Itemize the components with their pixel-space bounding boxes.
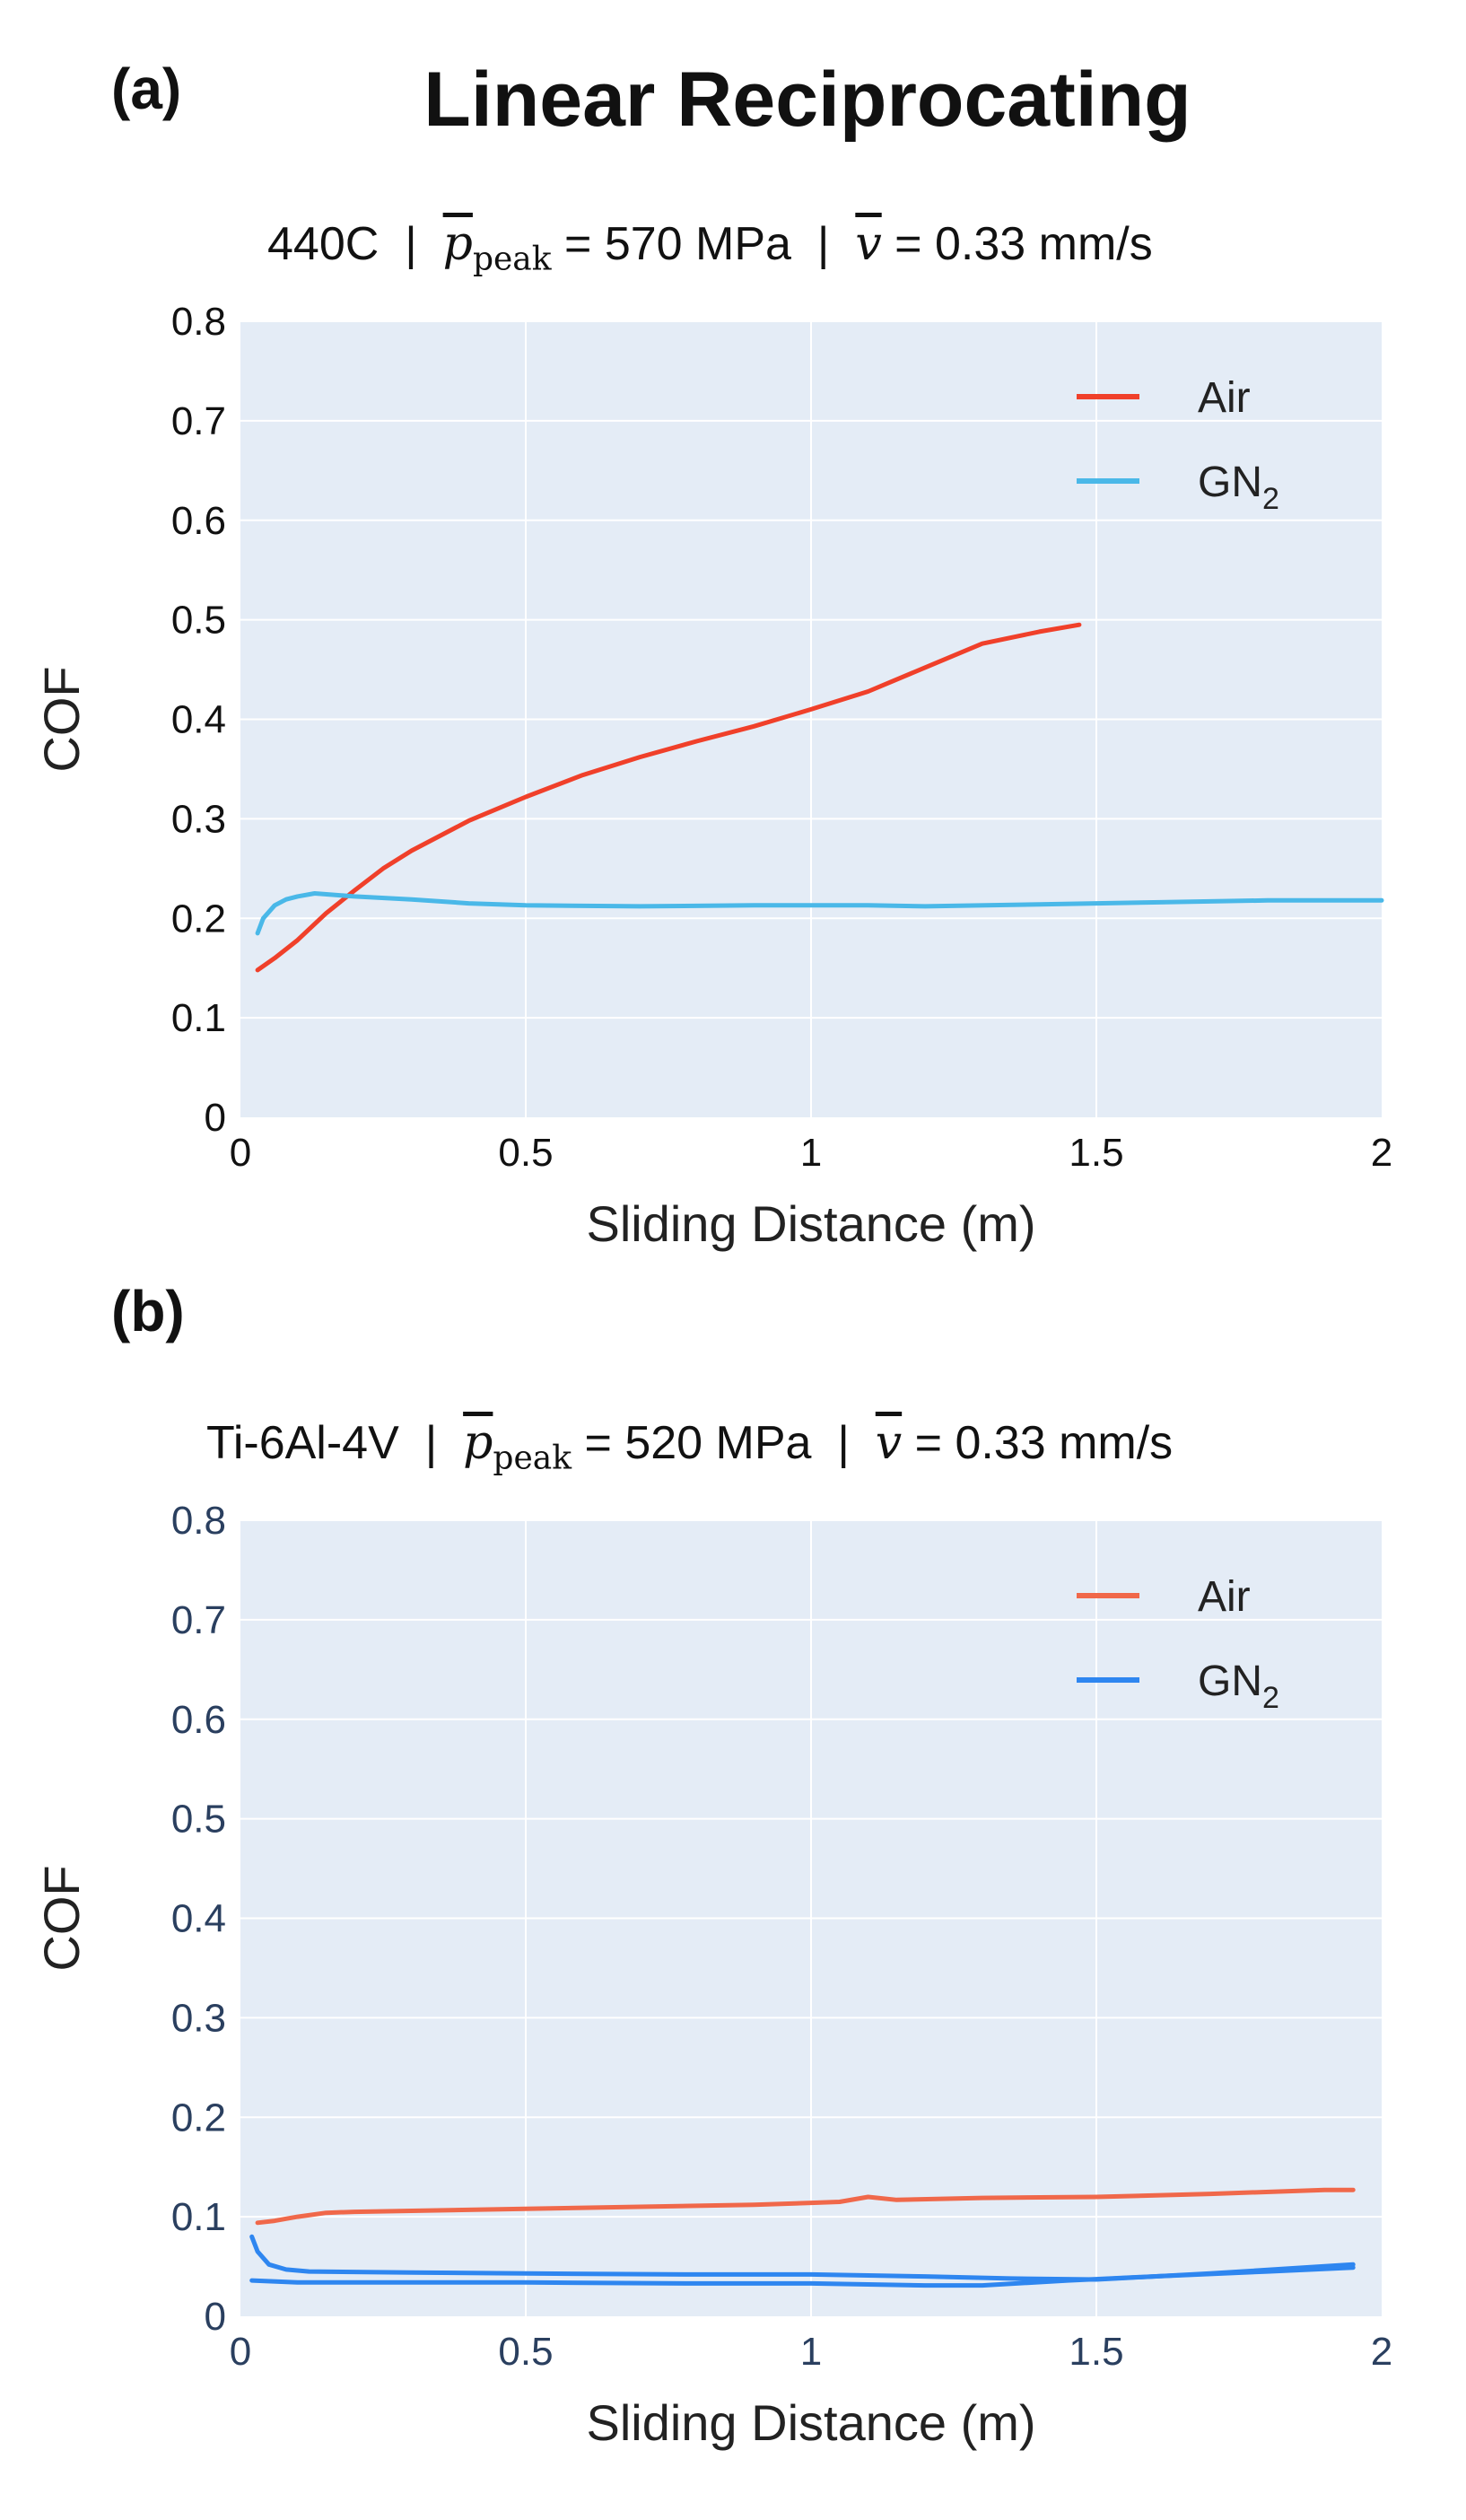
- series-line-0: [255, 2187, 1356, 2226]
- legend-label: Air: [1198, 1573, 1251, 1621]
- x-tick-label: 2: [1371, 1131, 1392, 1175]
- y-tick-label: 0.7: [171, 399, 226, 443]
- y-tick-label: 0.8: [171, 300, 226, 344]
- chart-a-v-value: = 0.33 mm/s: [894, 218, 1153, 270]
- y-tick-label: 0.3: [171, 797, 226, 841]
- chart-a: 0 0.1 0.2 0.3 0.4 0.5 0.6 0.7 0.8 0 0.5 1 1.5 2 Slidin…: [33, 300, 1392, 1252]
- y-tick-label: 0.3: [171, 1996, 226, 2040]
- y-tick-label: 0.2: [171, 897, 226, 941]
- chart-b-material: Ti-6Al-4V: [206, 1417, 399, 1469]
- y-tick-label: 0: [205, 2295, 226, 2339]
- chart-a-material: 440C: [267, 218, 380, 270]
- y-tick-label: 0.6: [171, 1698, 226, 1742]
- x-axis-label: Sliding Distance (m): [586, 2394, 1035, 2451]
- y-tick-label: 0.4: [171, 698, 226, 742]
- chart-b-sep-1: |: [424, 1417, 438, 1469]
- y-tick-label: 0.1: [171, 996, 226, 1040]
- y-axis-label: COF: [33, 666, 90, 772]
- y-tick-label: 0.7: [171, 1598, 226, 1642]
- chart-b-p-sub: peak: [493, 1439, 572, 1477]
- chart-b-v-value: = 0.33 mm/s: [914, 1417, 1174, 1469]
- series-line-2: [249, 2265, 1356, 2288]
- y-tick-label: 0.5: [171, 599, 226, 643]
- figure-title: Linear Reciprocating: [423, 57, 1191, 143]
- chart-a-p-sub: peak: [472, 241, 552, 278]
- x-tick-label: 1: [800, 2330, 822, 2374]
- legend-label: GN2: [1198, 459, 1279, 516]
- chart-b: 0 0.1 0.2 0.3 0.4 0.5 0.6 0.7 0.8 0 0.5 1 1.5 2 Slidin…: [33, 1499, 1392, 2451]
- y-tick-label: 0.6: [171, 499, 226, 543]
- x-tick-label: 1: [800, 1131, 822, 1175]
- chart-a-v-symbol: v: [855, 217, 882, 271]
- x-tick-label: 0: [230, 1131, 251, 1175]
- series-line-1: [255, 891, 1384, 936]
- x-axis-label: Sliding Distance (m): [586, 1195, 1035, 1252]
- y-tick-label: 0.8: [171, 1499, 226, 1543]
- y-tick-label: 0.1: [171, 2195, 226, 2239]
- x-tick-label: 2: [1371, 2330, 1392, 2374]
- x-tick-label: 1.5: [1069, 1131, 1123, 1175]
- legend-label: Air: [1198, 374, 1251, 422]
- y-tick-label: 0.5: [171, 1798, 226, 1842]
- y-tick-label: 0.2: [171, 2096, 226, 2139]
- chart-b-v-symbol: v: [875, 1416, 903, 1470]
- series-line-0: [255, 622, 1082, 973]
- chart-b-sep-2: |: [837, 1417, 850, 1469]
- chart-a-sep-1: |: [405, 218, 417, 270]
- chart-b-p-value: = 520 MPa: [584, 1417, 812, 1469]
- chart-b-subtitle: Ti-6Al-4V | ppeak = 520 MPa | v = 0.33 m…: [206, 1416, 1173, 1476]
- chart-a-p-value: = 570 MPa: [564, 218, 791, 270]
- chart-b-p-symbol: p: [463, 1416, 493, 1470]
- legend-label: GN2: [1198, 1658, 1279, 1715]
- x-tick-label: 1.5: [1069, 2330, 1123, 2374]
- chart-a-sep-2: |: [816, 218, 830, 270]
- x-tick-label: 0: [230, 2330, 251, 2374]
- chart-a-subtitle: 440C | ppeak = 570 MPa | v = 0.33 mm/s: [267, 217, 1153, 277]
- x-tick-label: 0.5: [498, 2330, 553, 2374]
- y-axis-label: COF: [33, 1865, 90, 1971]
- y-tick-label: 0: [205, 1096, 226, 1140]
- panel-label-b: (b): [111, 1279, 185, 1343]
- y-tick-label: 0.4: [171, 1897, 226, 1941]
- panel-label-a: (a): [111, 57, 182, 121]
- x-tick-label: 0.5: [498, 1131, 553, 1175]
- chart-a-p-symbol: p: [442, 217, 473, 271]
